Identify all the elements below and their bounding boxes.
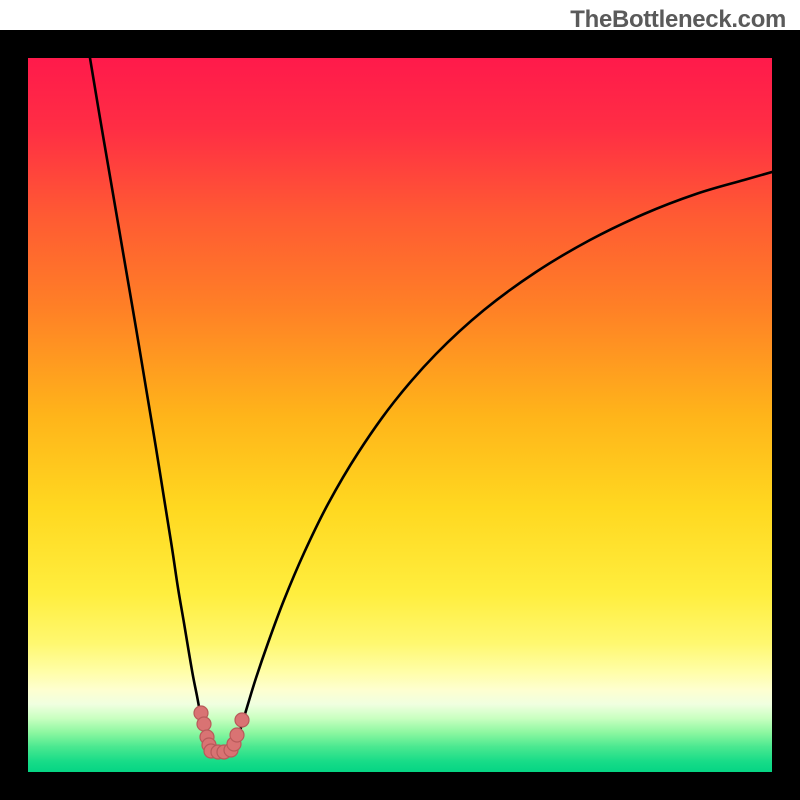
curve-layer — [28, 58, 772, 772]
marker-point — [197, 717, 211, 731]
markers-group — [194, 706, 249, 759]
curve-path — [90, 58, 772, 751]
marker-point — [235, 713, 249, 727]
marker-point — [230, 728, 244, 742]
watermark-text: TheBottleneck.com — [570, 6, 786, 34]
chart-root: TheBottleneck.com — [0, 0, 800, 800]
plot-area — [28, 58, 772, 772]
